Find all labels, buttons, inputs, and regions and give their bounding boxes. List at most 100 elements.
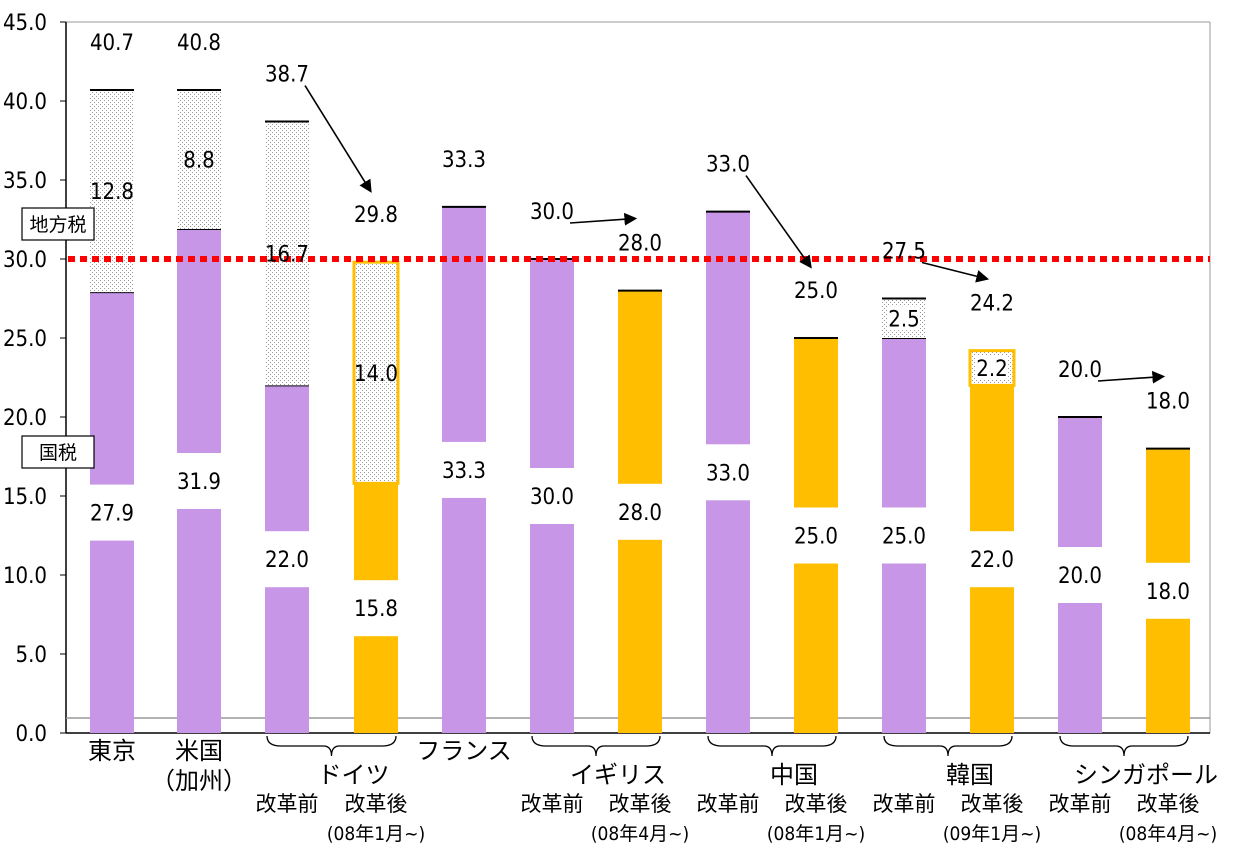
total-value-label: 18.0 bbox=[1146, 390, 1190, 415]
national-value-label-bg bbox=[441, 441, 487, 498]
national-value-label-bg bbox=[176, 452, 222, 509]
national-value-label: 28.0 bbox=[618, 501, 662, 526]
local-value-label-bg bbox=[976, 356, 1008, 381]
y-tick-label: 30.0 bbox=[3, 248, 47, 273]
total-value-label: 27.5 bbox=[882, 240, 926, 265]
category-label: 韓国 bbox=[946, 761, 994, 789]
total-value-label: 20.0 bbox=[1058, 358, 1102, 383]
national-value-label: 25.0 bbox=[882, 525, 926, 550]
category-label: 中国 bbox=[770, 761, 818, 789]
total-value-label: 30.0 bbox=[530, 200, 574, 225]
national-value-label: 25.0 bbox=[794, 525, 838, 550]
national-value-label: 22.0 bbox=[970, 548, 1014, 573]
national-value-label-bg bbox=[264, 531, 310, 588]
category-label: 東京 bbox=[88, 737, 136, 765]
reform-before-label: 改革前 bbox=[873, 792, 936, 816]
local-tax-label: 地方税 bbox=[29, 214, 86, 236]
national-value-label: 15.8 bbox=[354, 597, 398, 622]
national-value-label-bg bbox=[89, 484, 135, 541]
national-value-label-bg bbox=[969, 531, 1015, 588]
reform-after-label: 改革後 bbox=[785, 792, 848, 816]
reform-date-label: (08年1月~) bbox=[767, 823, 865, 845]
category-label: ドイツ bbox=[318, 761, 390, 789]
reform-date-label: (09年1月~) bbox=[943, 823, 1041, 845]
category-sublabel: （加州） bbox=[151, 767, 247, 795]
y-tick-label: 25.0 bbox=[3, 327, 47, 352]
reform-before-label: 改革前 bbox=[1049, 792, 1112, 816]
total-value-label: 33.3 bbox=[442, 148, 486, 173]
national-value-label-bg bbox=[353, 580, 399, 637]
national-tax-label: 国税 bbox=[39, 442, 77, 464]
category-label: フランス bbox=[416, 737, 512, 765]
y-tick-label: 15.0 bbox=[3, 485, 47, 510]
reform-before-label: 改革前 bbox=[256, 792, 319, 816]
local-value-label: 14.0 bbox=[354, 362, 398, 387]
y-tick-label: 20.0 bbox=[3, 406, 47, 431]
y-tick-label: 40.0 bbox=[3, 90, 47, 115]
national-value-label: 20.0 bbox=[1058, 564, 1102, 589]
local-value-label: 12.8 bbox=[90, 180, 134, 205]
national-value-label: 31.9 bbox=[177, 470, 221, 495]
national-value-label-bg bbox=[705, 444, 751, 501]
reform-after-label: 改革後 bbox=[345, 792, 408, 816]
total-value-label: 25.0 bbox=[794, 279, 838, 304]
y-tick-label: 45.0 bbox=[3, 11, 47, 36]
category-label: シンガポール bbox=[1074, 761, 1218, 789]
reform-arrow bbox=[569, 212, 638, 226]
national-value-label-bg bbox=[1145, 562, 1191, 619]
y-tick-label: 35.0 bbox=[3, 169, 47, 194]
group-brace bbox=[266, 735, 397, 757]
total-value-label: 28.0 bbox=[618, 232, 662, 257]
reform-arrow bbox=[1097, 370, 1166, 384]
reform-before-label: 改革前 bbox=[697, 792, 760, 816]
local-value-label-bg bbox=[888, 306, 920, 331]
y-tick-label: 0.0 bbox=[16, 722, 47, 747]
reform-after-label: 改革後 bbox=[1137, 792, 1200, 816]
bars bbox=[90, 88, 1190, 734]
national-value-label-bg bbox=[1057, 547, 1103, 603]
category-label: イギリス bbox=[570, 761, 666, 789]
reform-after-label: 改革後 bbox=[961, 792, 1024, 816]
labels: 0.0 5.0 10.0 15.0 20.0 25.0 30.0 35.0 40.0 45.0 27… bbox=[3, 11, 1218, 845]
total-value-label: 33.0 bbox=[706, 153, 750, 178]
reform-date-label: (08年1月~) bbox=[327, 823, 425, 845]
national-value-label: 30.0 bbox=[530, 485, 574, 510]
total-value-label: 29.8 bbox=[354, 203, 398, 228]
group-brace bbox=[531, 735, 661, 757]
local-value-label: 16.7 bbox=[265, 242, 309, 267]
local-value-label: 8.8 bbox=[183, 148, 214, 173]
national-value-label-bg bbox=[617, 483, 663, 540]
reform-arrow bbox=[745, 175, 812, 269]
category-label: 米国 bbox=[175, 737, 223, 765]
reform-date-label: (08年4月~) bbox=[591, 823, 689, 845]
national-value-label-bg bbox=[881, 507, 927, 564]
reform-date-label: (08年4月~) bbox=[1119, 823, 1217, 845]
national-value-label: 33.0 bbox=[706, 461, 750, 486]
total-value-label: 40.8 bbox=[177, 31, 221, 56]
local-value-label: 2.5 bbox=[888, 307, 919, 332]
group-brace bbox=[707, 735, 837, 757]
group-brace bbox=[1059, 735, 1189, 757]
national-value-label: 22.0 bbox=[265, 548, 309, 573]
national-tax-label-box bbox=[21, 435, 95, 469]
reform-arrow bbox=[304, 85, 372, 193]
national-value-label-bg bbox=[529, 468, 575, 524]
national-value-label: 33.3 bbox=[442, 459, 486, 484]
group-brace bbox=[883, 735, 1013, 757]
reform-after-label: 改革後 bbox=[609, 792, 672, 816]
y-tick-label: 5.0 bbox=[16, 643, 47, 668]
reform-arrow bbox=[921, 261, 990, 283]
total-value-label: 24.2 bbox=[970, 292, 1014, 317]
y-tick-label: 10.0 bbox=[3, 564, 47, 589]
local-value-label: 2.2 bbox=[976, 357, 1007, 382]
total-value-label: 38.7 bbox=[265, 63, 309, 88]
national-value-label-bg bbox=[793, 507, 839, 564]
total-value-label: 40.7 bbox=[90, 31, 134, 56]
bar-local bbox=[352, 260, 400, 485]
national-value-label: 18.0 bbox=[1146, 580, 1190, 605]
local-tax-label-box bbox=[21, 207, 95, 241]
reform-before-label: 改革前 bbox=[521, 792, 584, 816]
bar-local bbox=[177, 89, 221, 229]
bar-local bbox=[265, 121, 309, 386]
